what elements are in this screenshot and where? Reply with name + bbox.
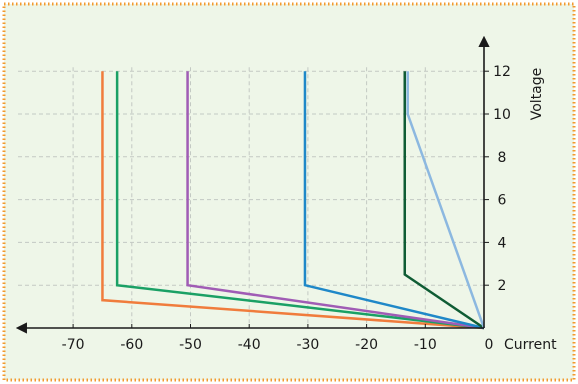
y-tick-label: 2 (498, 278, 507, 294)
y-tick-label: 10 (493, 107, 511, 123)
x-axis-label: Current (504, 337, 557, 353)
series-line-1 (101, 71, 485, 330)
series-line-6 (406, 71, 486, 329)
y-tick-label: 6 (498, 193, 507, 209)
x-tick-label: -40 (238, 337, 261, 353)
y-tick-label: 4 (498, 235, 507, 251)
series-line-4 (303, 71, 485, 330)
x-tick-label: -10 (414, 337, 437, 353)
series-group (101, 71, 486, 330)
x-tick-label: -30 (296, 337, 319, 353)
y-tick-label: 12 (493, 64, 511, 80)
series-line-5 (403, 71, 485, 330)
grid (18, 67, 484, 328)
x-tick-label: -50 (179, 337, 202, 353)
series-line-3 (186, 71, 485, 330)
series-line-2 (115, 71, 485, 330)
x-tick-label: -60 (120, 337, 143, 353)
y-axis-label: Voltage (529, 68, 545, 121)
tick-labels: -70 -60 -50 -40 -30 -20 -10 0 2 4 6 8 10 12 (62, 64, 511, 353)
axes (15, 35, 490, 334)
y-tick-label: 8 (498, 150, 507, 166)
x-tick-label: 0 (485, 337, 494, 353)
x-tick-label: -70 (62, 337, 85, 353)
x-tick-label: -20 (355, 337, 378, 353)
